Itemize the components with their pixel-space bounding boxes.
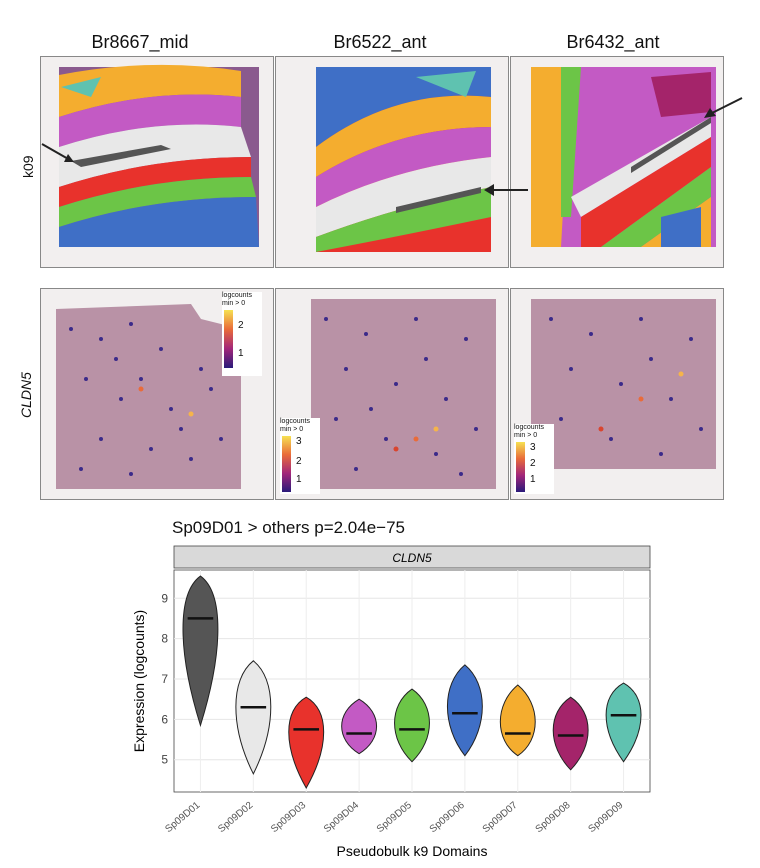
x-axis-label: Pseudobulk k9 Domains	[337, 843, 488, 859]
legend-subtitle: min > 0	[222, 300, 246, 307]
legend-title: logcounts	[222, 292, 252, 299]
x-tick-label: Sp09D03	[269, 800, 308, 836]
y-tick-label: 7	[161, 672, 168, 686]
legend-tick: 2	[296, 456, 302, 467]
violin-sp09d07	[499, 684, 536, 757]
legend-colorbar	[224, 310, 233, 368]
row-label-k09: k09	[20, 155, 36, 178]
x-tick-label: Sp09D04	[322, 800, 361, 836]
violin-sp09d04	[341, 698, 377, 755]
y-tick-label: 6	[161, 712, 168, 726]
domain-map-br6432	[510, 56, 724, 268]
legend-panel-2: logcounts min > 0 3 2 1	[280, 418, 320, 494]
expression-map-br6432	[510, 288, 724, 500]
expression-spots	[69, 322, 223, 476]
violin-sp09d06	[447, 664, 483, 757]
legend-tick: 2	[530, 458, 536, 469]
legend-title: logcounts	[280, 418, 310, 425]
legend-tick: 1	[238, 348, 244, 359]
violin-sp09d01	[182, 575, 219, 728]
facet-strip	[173, 545, 651, 569]
y-tick-label: 9	[161, 591, 168, 605]
x-tick-label: Sp09D06	[428, 800, 467, 836]
legend-panel-3: logcounts min > 0 3 2 1	[514, 424, 554, 494]
legend-colorbar	[516, 442, 525, 492]
x-tick-label: Sp09D01	[163, 800, 202, 836]
y-axis-label: Expression (logcounts)	[131, 610, 147, 752]
column-title-3: Br6432_ant	[566, 32, 660, 52]
violin-sp09d05	[394, 688, 430, 763]
arrow-icon	[484, 184, 528, 196]
legend-tick: 1	[296, 474, 302, 485]
column-title-1: Br8667_mid	[91, 32, 189, 52]
legend-tick: 2	[238, 320, 244, 331]
x-tick-label: Sp09D09	[586, 800, 625, 836]
x-tick-label: Sp09D07	[481, 800, 520, 836]
violin-sp09d08	[552, 696, 589, 771]
legend-title: logcounts	[514, 424, 544, 431]
legend-subtitle: min > 0	[514, 432, 538, 439]
x-tick-label: Sp09D05	[375, 800, 414, 836]
y-tick-label: 5	[161, 753, 168, 767]
arrow-icon	[41, 143, 74, 162]
domain-map-br8667	[40, 56, 274, 268]
legend-panel-1: logcounts min > 0 2 1	[222, 292, 262, 376]
x-tick-label: Sp09D08	[534, 800, 573, 836]
legend-tick: 3	[530, 442, 536, 453]
facet-label: CLDN5	[392, 551, 432, 565]
violin-sp09d02	[235, 660, 272, 775]
x-tick-label: Sp09D02	[216, 800, 255, 836]
violin-chart: CLDN5 5 6 7 8 9 Sp09D01 Sp09D02 Sp09D03 Sp09D04 Sp…	[131, 545, 651, 859]
legend-colorbar	[282, 436, 291, 492]
violin-sp09d09	[605, 682, 642, 763]
legend-subtitle: min > 0	[280, 426, 304, 433]
column-title-2: Br6522_ant	[333, 32, 427, 52]
violin-sp09d03	[288, 696, 325, 789]
expression-map-br8667	[40, 288, 274, 500]
y-tick-label: 8	[161, 632, 168, 646]
row-label-cldn5: CLDN5	[18, 372, 34, 418]
chart-title: Sp09D01 > others p=2.04e−75	[172, 518, 405, 537]
arrow-icon	[704, 97, 743, 118]
domain-map-br6522	[275, 56, 509, 268]
legend-tick: 3	[296, 436, 302, 447]
legend-tick: 1	[530, 474, 536, 485]
